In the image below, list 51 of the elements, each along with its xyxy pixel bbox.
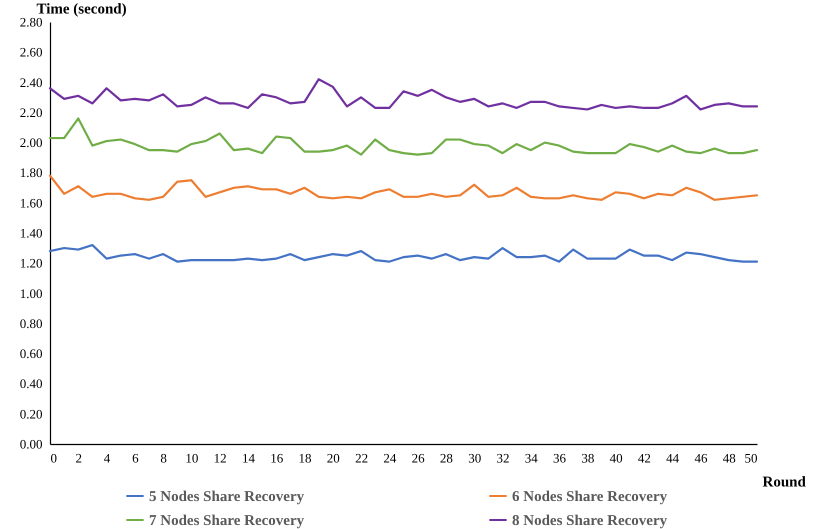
x-tick-label: 48 <box>722 450 736 466</box>
y-tick-label: 0.60 <box>20 346 42 362</box>
y-tick-label: 2.20 <box>20 104 42 120</box>
y-tick-label: 1.80 <box>20 165 42 180</box>
line-series <box>48 174 758 201</box>
x-tick-label: 4 <box>104 450 111 466</box>
x-tick-label: 40 <box>610 450 623 466</box>
y-tick-label: 2.00 <box>20 135 42 150</box>
x-tick-label: 46 <box>694 450 708 466</box>
y-tick-label: 1.00 <box>20 286 42 301</box>
x-tick-label: 32 <box>496 450 510 466</box>
y-tick-label: 1.20 <box>20 256 42 271</box>
x-tick-label: 34 <box>524 450 538 466</box>
y-tick-label: 2.60 <box>20 44 42 60</box>
x-tick-label: 22 <box>355 450 368 466</box>
x-tick-label: 12 <box>214 450 227 466</box>
x-tick-label: 14 <box>242 450 256 466</box>
legend-label: 5 Nodes Share Recovery <box>149 489 305 505</box>
x-tick-label: 44 <box>666 450 680 466</box>
y-tick-label: 0.20 <box>20 406 42 422</box>
x-tick-label: 2 <box>76 450 82 466</box>
y-tick-label: 2.80 <box>20 14 42 30</box>
x-tick-label: 18 <box>298 450 312 466</box>
x-tick-label: 8 <box>160 450 167 466</box>
line-series <box>48 117 758 156</box>
y-tick-label: 1.60 <box>20 195 42 210</box>
x-tick-label: 10 <box>185 450 198 466</box>
x-tick-label: 38 <box>581 450 594 466</box>
x-tick-label: 24 <box>383 450 397 466</box>
legend-label: 8 Nodes Share Recovery <box>512 513 668 529</box>
y-tick-label: 0.40 <box>20 376 42 392</box>
line-series <box>48 244 758 263</box>
x-tick-label: 30 <box>468 450 482 466</box>
x-tick-label: 20 <box>326 450 340 466</box>
legend-label: 6 Nodes Share Recovery <box>512 489 668 505</box>
x-tick-label: 6 <box>132 450 140 466</box>
x-tick-label: 28 <box>440 450 453 466</box>
y-tick-label: 0.80 <box>20 316 42 331</box>
legend-label: 7 Nodes Share Recovery <box>149 513 305 529</box>
x-tick-label: 0 <box>50 450 57 466</box>
x-tick-label: 42 <box>638 450 651 466</box>
y-tick-label: 1.40 <box>20 226 42 240</box>
line-series <box>48 78 758 111</box>
y-tick-label: 0.00 <box>20 436 42 452</box>
y-tick-label: 2.40 <box>20 74 42 90</box>
x-tick-label: 26 <box>412 450 426 466</box>
x-tick-label: 16 <box>270 450 284 466</box>
x-tick-label: 50 <box>744 450 758 466</box>
y-axis-title: Time (second) <box>36 2 127 18</box>
x-tick-label: 36 <box>553 450 567 466</box>
x-axis-title: Round <box>762 474 807 490</box>
